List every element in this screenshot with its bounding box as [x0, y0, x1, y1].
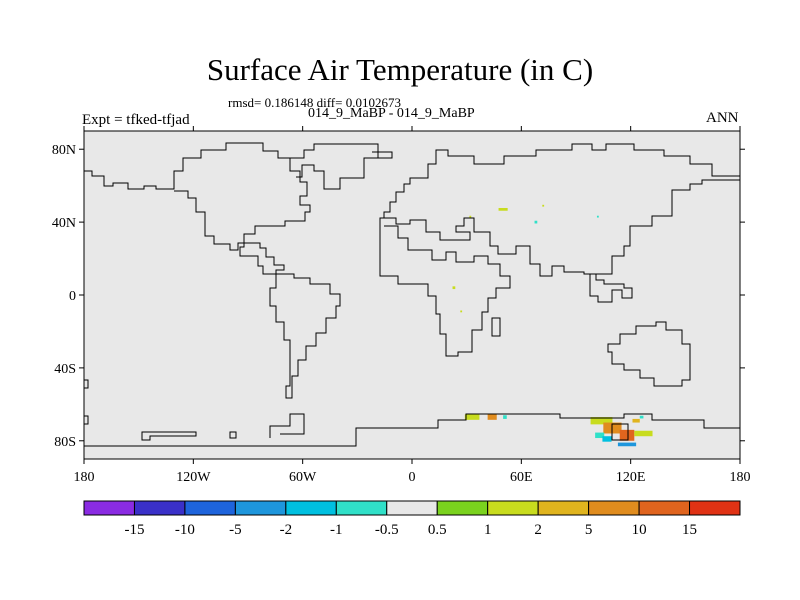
colorbar-swatch [386, 500, 438, 516]
colorbar-label: 1 [484, 522, 492, 538]
colorbar-label: -15 [124, 522, 144, 538]
anomaly-patch [617, 442, 637, 447]
colorbar-label: 10 [632, 522, 647, 538]
anomaly-patch [464, 414, 480, 420]
anomaly-patch [632, 418, 640, 423]
axis-ticks [79, 126, 745, 464]
anomaly-patch [487, 414, 497, 420]
runs-subtitle: 014_9_MaBP - 014_9_MaBP [308, 106, 475, 121]
colorbar-label: -5 [229, 522, 242, 538]
coastline-north-america [84, 142, 311, 275]
colorbar-swatch [689, 500, 741, 516]
anomaly-patch [469, 215, 472, 218]
colorbar-swatch [133, 500, 186, 516]
y-tick-label: 40S [54, 362, 76, 377]
coastline-antarctic-small [229, 431, 237, 439]
colorbar-label: -1 [330, 522, 343, 538]
colorbar-swatch [285, 500, 337, 516]
plot-title: Surface Air Temperature (in C) [206, 52, 594, 87]
coastline-greenland [372, 151, 393, 159]
coastline-east-asia [596, 179, 740, 275]
anomaly-patch [542, 204, 545, 207]
coastline-antarctica [84, 413, 740, 447]
y-tick-label: 80S [54, 435, 76, 450]
coastline-australia [607, 321, 691, 387]
colorbar-swatch [638, 500, 691, 516]
colorbar-label: 2 [534, 522, 542, 538]
colorbar-swatch [537, 500, 590, 516]
anomaly-patch [602, 436, 612, 442]
x-tick-label: 60W [289, 470, 317, 485]
stats-text: rmsd= 0.186148 diff= 0.0102673 [228, 95, 401, 110]
anomaly-patch [534, 220, 538, 224]
coastline-left-edge-2 [84, 415, 89, 425]
experiment-label: Expt = tfked-tfjad [82, 112, 190, 128]
coastline-arctic-islands [290, 143, 379, 190]
coastline-left-edge-1 [84, 379, 89, 389]
coastline-eurasia [383, 143, 740, 303]
x-tick-label: 180 [730, 470, 751, 485]
anomaly-patch [498, 207, 508, 211]
x-tick-label: 120W [176, 470, 211, 485]
colorbar-swatch [184, 500, 236, 516]
anomaly-patch [619, 429, 635, 441]
anomaly-patch [595, 432, 605, 439]
coastline-south-america [269, 273, 341, 399]
anomaly-patch [590, 417, 613, 425]
anomaly-patch [639, 415, 644, 419]
coastlines [84, 142, 740, 447]
x-tick-label: 120E [616, 470, 646, 485]
colorbar-swatch [588, 500, 640, 516]
coastline-africa [379, 217, 511, 357]
colorbar-swatch [487, 500, 539, 516]
coastline-madagascar [491, 317, 501, 337]
colorbar-swatch [234, 500, 287, 516]
colorbar-label: 5 [585, 522, 593, 538]
anomaly-patch [460, 310, 463, 313]
colorbar-label: 15 [682, 522, 697, 538]
colorbar-label: 0.5 [428, 522, 447, 538]
colorbar-swatch [335, 500, 388, 516]
colorbar-label: -0.5 [375, 522, 399, 538]
season-label: ANN [706, 110, 739, 126]
colorbar-label: -10 [175, 522, 195, 538]
anomaly-patch [596, 215, 599, 218]
colorbar: -15 -10 -5 -2 -1 -0.5 0.5 1 2 5 10 15 [83, 500, 741, 538]
colorbar-swatch [83, 500, 135, 516]
anomaly-patch [503, 415, 507, 419]
y-tick-label: 0 [69, 289, 76, 304]
y-tick-label: 40N [52, 216, 76, 231]
coastline-ross-sea [141, 431, 197, 441]
x-tick-label: 0 [409, 470, 416, 485]
y-tick-label: 80N [52, 143, 76, 158]
coastline-box-120e [611, 423, 629, 441]
coastline-antarctic-peninsula [269, 413, 305, 438]
anomaly-patch [452, 286, 456, 290]
colorbar-swatch [436, 500, 489, 516]
x-tick-label: 180 [74, 470, 95, 485]
x-tick-label: 60E [510, 470, 533, 485]
colorbar-label: -2 [280, 522, 293, 538]
map-background [84, 131, 740, 459]
anomaly-patch [634, 430, 653, 437]
axis-tick-labels: 180 120W 60W 0 60E 120E 180 80N 40N 0 40S 80S [52, 143, 751, 485]
